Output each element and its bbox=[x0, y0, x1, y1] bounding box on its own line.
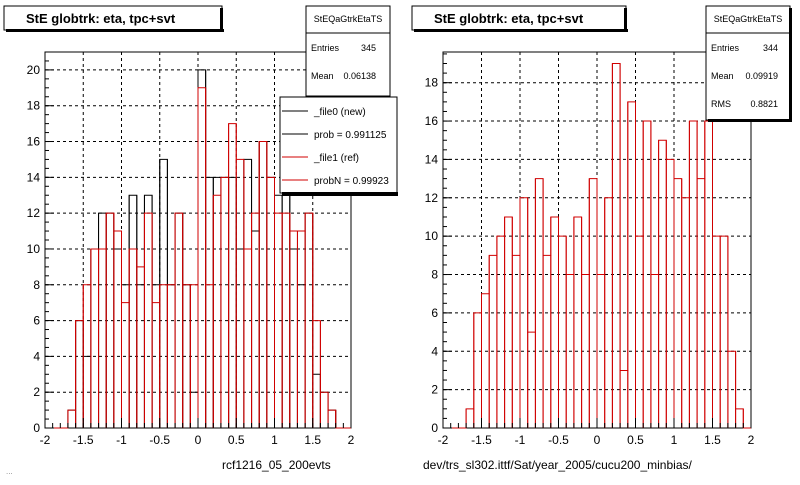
legend-label-file1: _file1 (ref) bbox=[313, 153, 359, 164]
x-tick-label: -1.5 bbox=[471, 433, 492, 447]
x-tick-label: -0.5 bbox=[548, 433, 569, 447]
x-tick-label: -2 bbox=[438, 433, 449, 447]
y-tick-label: 16 bbox=[425, 114, 439, 128]
histogram-series-group bbox=[45, 69, 351, 429]
stats-name: StEQaGtrkEtaTS bbox=[714, 14, 783, 24]
y-tick-label: 12 bbox=[425, 191, 439, 205]
y-tick-label: 10 bbox=[425, 229, 439, 243]
x-tick-label: -1.5 bbox=[73, 433, 94, 447]
x-tick-label: -1 bbox=[116, 433, 127, 447]
y-tick-label: 14 bbox=[27, 170, 41, 184]
y-tick-label: 4 bbox=[33, 349, 40, 363]
chart-title: StE globtrk: eta, tpc+svt bbox=[26, 11, 176, 26]
y-tick-label: 6 bbox=[33, 314, 40, 328]
y-tick-label: 20 bbox=[27, 63, 41, 77]
y-tick-label: 8 bbox=[33, 278, 40, 292]
x-tick-label: 1 bbox=[671, 433, 678, 447]
x-tick-label: 0 bbox=[594, 433, 601, 447]
stats-entries-label: Entries bbox=[311, 43, 340, 53]
y-tick-label: 10 bbox=[27, 242, 41, 256]
axis-ticks: -2 -1.5 -1 -0.5 0 0.5 1 1.5 2 0 2 4 6 8 10 12 14 16 18 bbox=[425, 53, 755, 447]
x-tick-label: 2 bbox=[748, 433, 755, 447]
y-tick-label: 16 bbox=[27, 135, 41, 149]
stats-name: StEQaGtrkEtaTS bbox=[314, 14, 383, 24]
x-tick-label: -0.5 bbox=[149, 433, 170, 447]
x-tick-label: 2 bbox=[348, 433, 355, 447]
x-tick-label: -1 bbox=[515, 433, 526, 447]
stats-mean-label: Mean bbox=[711, 71, 734, 81]
x-axis-title: dev/trs_sl302.ittf/Sat/year_2005/cucu200… bbox=[423, 458, 692, 472]
y-tick-label: 18 bbox=[27, 99, 41, 113]
chart-title-box: StE globtrk: eta, tpc+svt bbox=[411, 5, 628, 32]
legend-label-file0: _file0 (new) bbox=[313, 107, 366, 118]
stats-rms-label: RMS bbox=[711, 99, 731, 109]
stats-mean-label: Mean bbox=[311, 71, 334, 81]
y-tick-label: 2 bbox=[33, 385, 40, 399]
legend: _file0 (new) prob = 0.991125 _file1 (ref… bbox=[279, 96, 398, 196]
stats-mean-value: 0.06138 bbox=[343, 71, 376, 81]
y-tick-label: 8 bbox=[431, 268, 438, 282]
y-tick-label: 18 bbox=[425, 76, 439, 90]
y-tick-label: 4 bbox=[431, 344, 438, 358]
histogram-series-group bbox=[443, 63, 751, 429]
stats-box: StEQaGtrkEtaTS Entries 344 Mean 0.09919 … bbox=[705, 5, 792, 122]
stats-rms-value: 0.8821 bbox=[750, 99, 778, 109]
stats-entries-value: 344 bbox=[763, 43, 778, 53]
x-tick-label: 1 bbox=[271, 433, 278, 447]
y-tick-label: 0 bbox=[33, 421, 40, 435]
x-tick-label: 1.5 bbox=[704, 433, 721, 447]
y-tick-label: 2 bbox=[431, 383, 438, 397]
chart-title: StE globtrk: eta, tpc+svt bbox=[434, 11, 584, 26]
histogram-series-line bbox=[45, 87, 351, 429]
chart-title-box: StE globtrk: eta, tpc+svt bbox=[3, 5, 224, 32]
y-tick-label: 14 bbox=[425, 152, 439, 166]
y-tick-label: 0 bbox=[431, 421, 438, 435]
stats-mean-value: 0.09919 bbox=[745, 71, 778, 81]
stats-entries-label: Entries bbox=[711, 43, 740, 53]
right-histogram-pad: -2 -1.5 -1 -0.5 0 0.5 1 1.5 2 0 2 4 6 8 10 12 14 16 18 StE… bbox=[411, 5, 792, 472]
x-tick-label: 0 bbox=[195, 433, 202, 447]
x-axis-title: rcf1216_05_200evts bbox=[222, 458, 331, 472]
legend-label-prob: prob = 0.991125 bbox=[314, 130, 387, 141]
x-tick-label: 0.5 bbox=[627, 433, 644, 447]
y-tick-label: 12 bbox=[27, 206, 41, 220]
stats-box: StEQaGtrkEtaTS Entries 345 Mean 0.06138 bbox=[305, 5, 391, 97]
x-tick-label: -2 bbox=[40, 433, 51, 447]
stats-entries-value: 345 bbox=[361, 43, 376, 53]
y-tick-label: 6 bbox=[431, 306, 438, 320]
x-tick-label: 0.5 bbox=[228, 433, 245, 447]
x-tick-label: 1.5 bbox=[304, 433, 321, 447]
footer-timestamp: ... bbox=[6, 467, 13, 476]
legend-label-probn: probN = 0.99923 bbox=[314, 176, 389, 187]
